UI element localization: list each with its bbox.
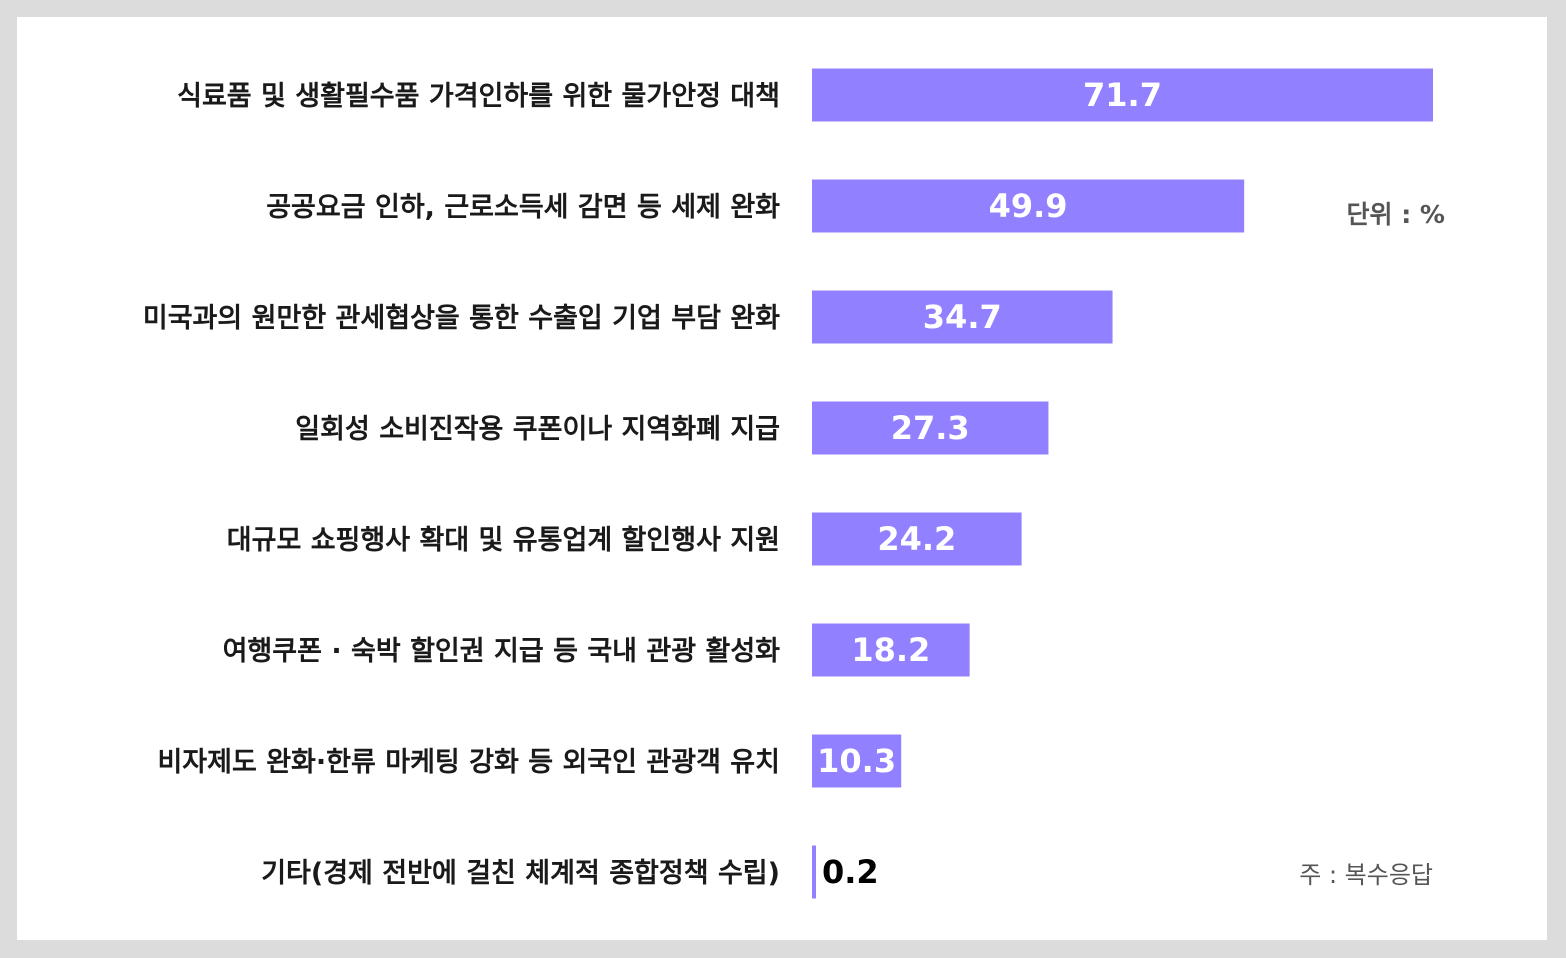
category-label: 대규모 쇼핑행사 확대 및 유통업계 할인행사 지원	[227, 525, 780, 556]
bar	[812, 845, 816, 899]
value-label: 0.2	[822, 853, 879, 891]
bar	[812, 734, 902, 788]
category-label: 여행쿠폰 · 숙박 할인권 지급 등 국내 관광 활성화	[223, 636, 781, 667]
category-label: 식료품 및 생활필수품 가격인하를 위한 물가안정 대책	[177, 81, 780, 112]
bar-chart: 단위 : % 주 : 복수응답 식료품 및 생활필수품 가격인하를 위한 물가안…	[143, 68, 1445, 899]
category-label: 미국과의 원만한 관세협상을 통한 수출입 기업 부담 완화	[143, 303, 780, 334]
category-label: 기타(경제 전반에 걸친 체계적 종합정책 수립)	[261, 858, 780, 889]
bar	[812, 401, 1049, 455]
value-label: 27.3	[891, 409, 970, 447]
value-label: 49.9	[989, 187, 1068, 225]
category-label: 비자제도 완화·한류 마케팅 강화 등 외국인 관광객 유치	[157, 747, 780, 778]
category-label: 일회성 소비진작용 쿠폰이나 지역화폐 지급	[295, 414, 780, 445]
category-label: 공공요금 인하, 근로소득세 감면 등 세제 완화	[266, 192, 780, 223]
value-label: 71.7	[1083, 76, 1162, 114]
value-label: 24.2	[877, 520, 956, 558]
value-label: 10.3	[817, 742, 896, 780]
footnote: 주 : 복수응답	[1299, 861, 1433, 889]
bar	[812, 623, 970, 677]
value-label: 18.2	[851, 631, 930, 669]
unit-label: 단위 : %	[1347, 200, 1445, 229]
bar	[812, 179, 1245, 233]
chart-card: 단위 : % 주 : 복수응답 식료품 및 생활필수품 가격인하를 위한 물가안…	[17, 17, 1547, 940]
value-label: 34.7	[923, 298, 1002, 336]
bar	[812, 68, 1433, 122]
bar	[812, 290, 1113, 344]
bar	[812, 512, 1022, 566]
